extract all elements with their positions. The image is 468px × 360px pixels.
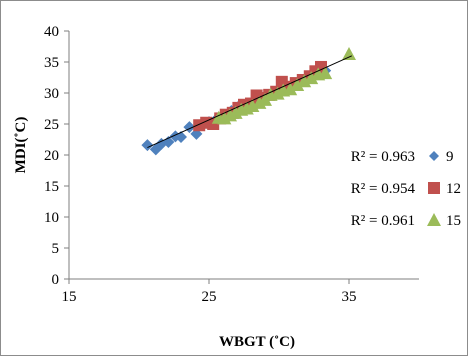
data-point (290, 77, 305, 91)
legend-label-15: 15 (446, 213, 461, 229)
trendline (147, 55, 353, 149)
r-squared-labels: R² = 0.963 R² = 0.954 R² = 0.961 (351, 149, 416, 229)
x-tick-label: 35 (342, 289, 357, 305)
legend-label-12: 12 (446, 181, 461, 197)
y-tick-label: 20 (44, 148, 59, 164)
series-15 (211, 46, 356, 125)
legend-marker-12 (428, 182, 440, 194)
y-tick-label: 25 (44, 117, 59, 133)
legend-label-9: 9 (446, 149, 454, 165)
x-tick-label: 25 (202, 289, 217, 305)
data-point (183, 121, 196, 134)
x-axis-label: WBGT (˚C) (219, 334, 295, 350)
data-point (141, 139, 154, 152)
y-tick-label: 40 (44, 24, 59, 40)
x-tick-label: 15 (62, 289, 77, 305)
data-point (304, 71, 319, 85)
series-12 (193, 60, 327, 132)
r-squared-label: R² = 0.961 (351, 213, 415, 229)
y-axis-label: MDI(˚C) (13, 117, 29, 174)
y-tick-label: 30 (44, 86, 59, 102)
legend-marker-9 (429, 151, 439, 161)
y-tick-label: 10 (44, 210, 59, 226)
data-point (283, 82, 298, 96)
data-point (193, 119, 206, 132)
y-tick-label: 15 (44, 179, 59, 195)
data-point (342, 46, 356, 60)
data-points (141, 46, 356, 156)
r-squared-label: R² = 0.963 (351, 149, 415, 165)
r-squared-label: R² = 0.954 (351, 181, 416, 197)
legend: 9 12 15 (427, 149, 461, 229)
y-axis-ticks: 0 5 10 15 20 25 30 35 40 (44, 24, 69, 288)
y-tick-label: 35 (44, 55, 59, 71)
y-tick-label: 5 (52, 241, 60, 257)
x-axis-ticks: 15 25 35 (62, 279, 357, 305)
y-tick-label: 0 (52, 272, 60, 288)
data-point (318, 66, 333, 80)
axes: 0 5 10 15 20 25 30 35 40 15 25 35 (44, 24, 419, 305)
legend-marker-15 (427, 213, 441, 226)
